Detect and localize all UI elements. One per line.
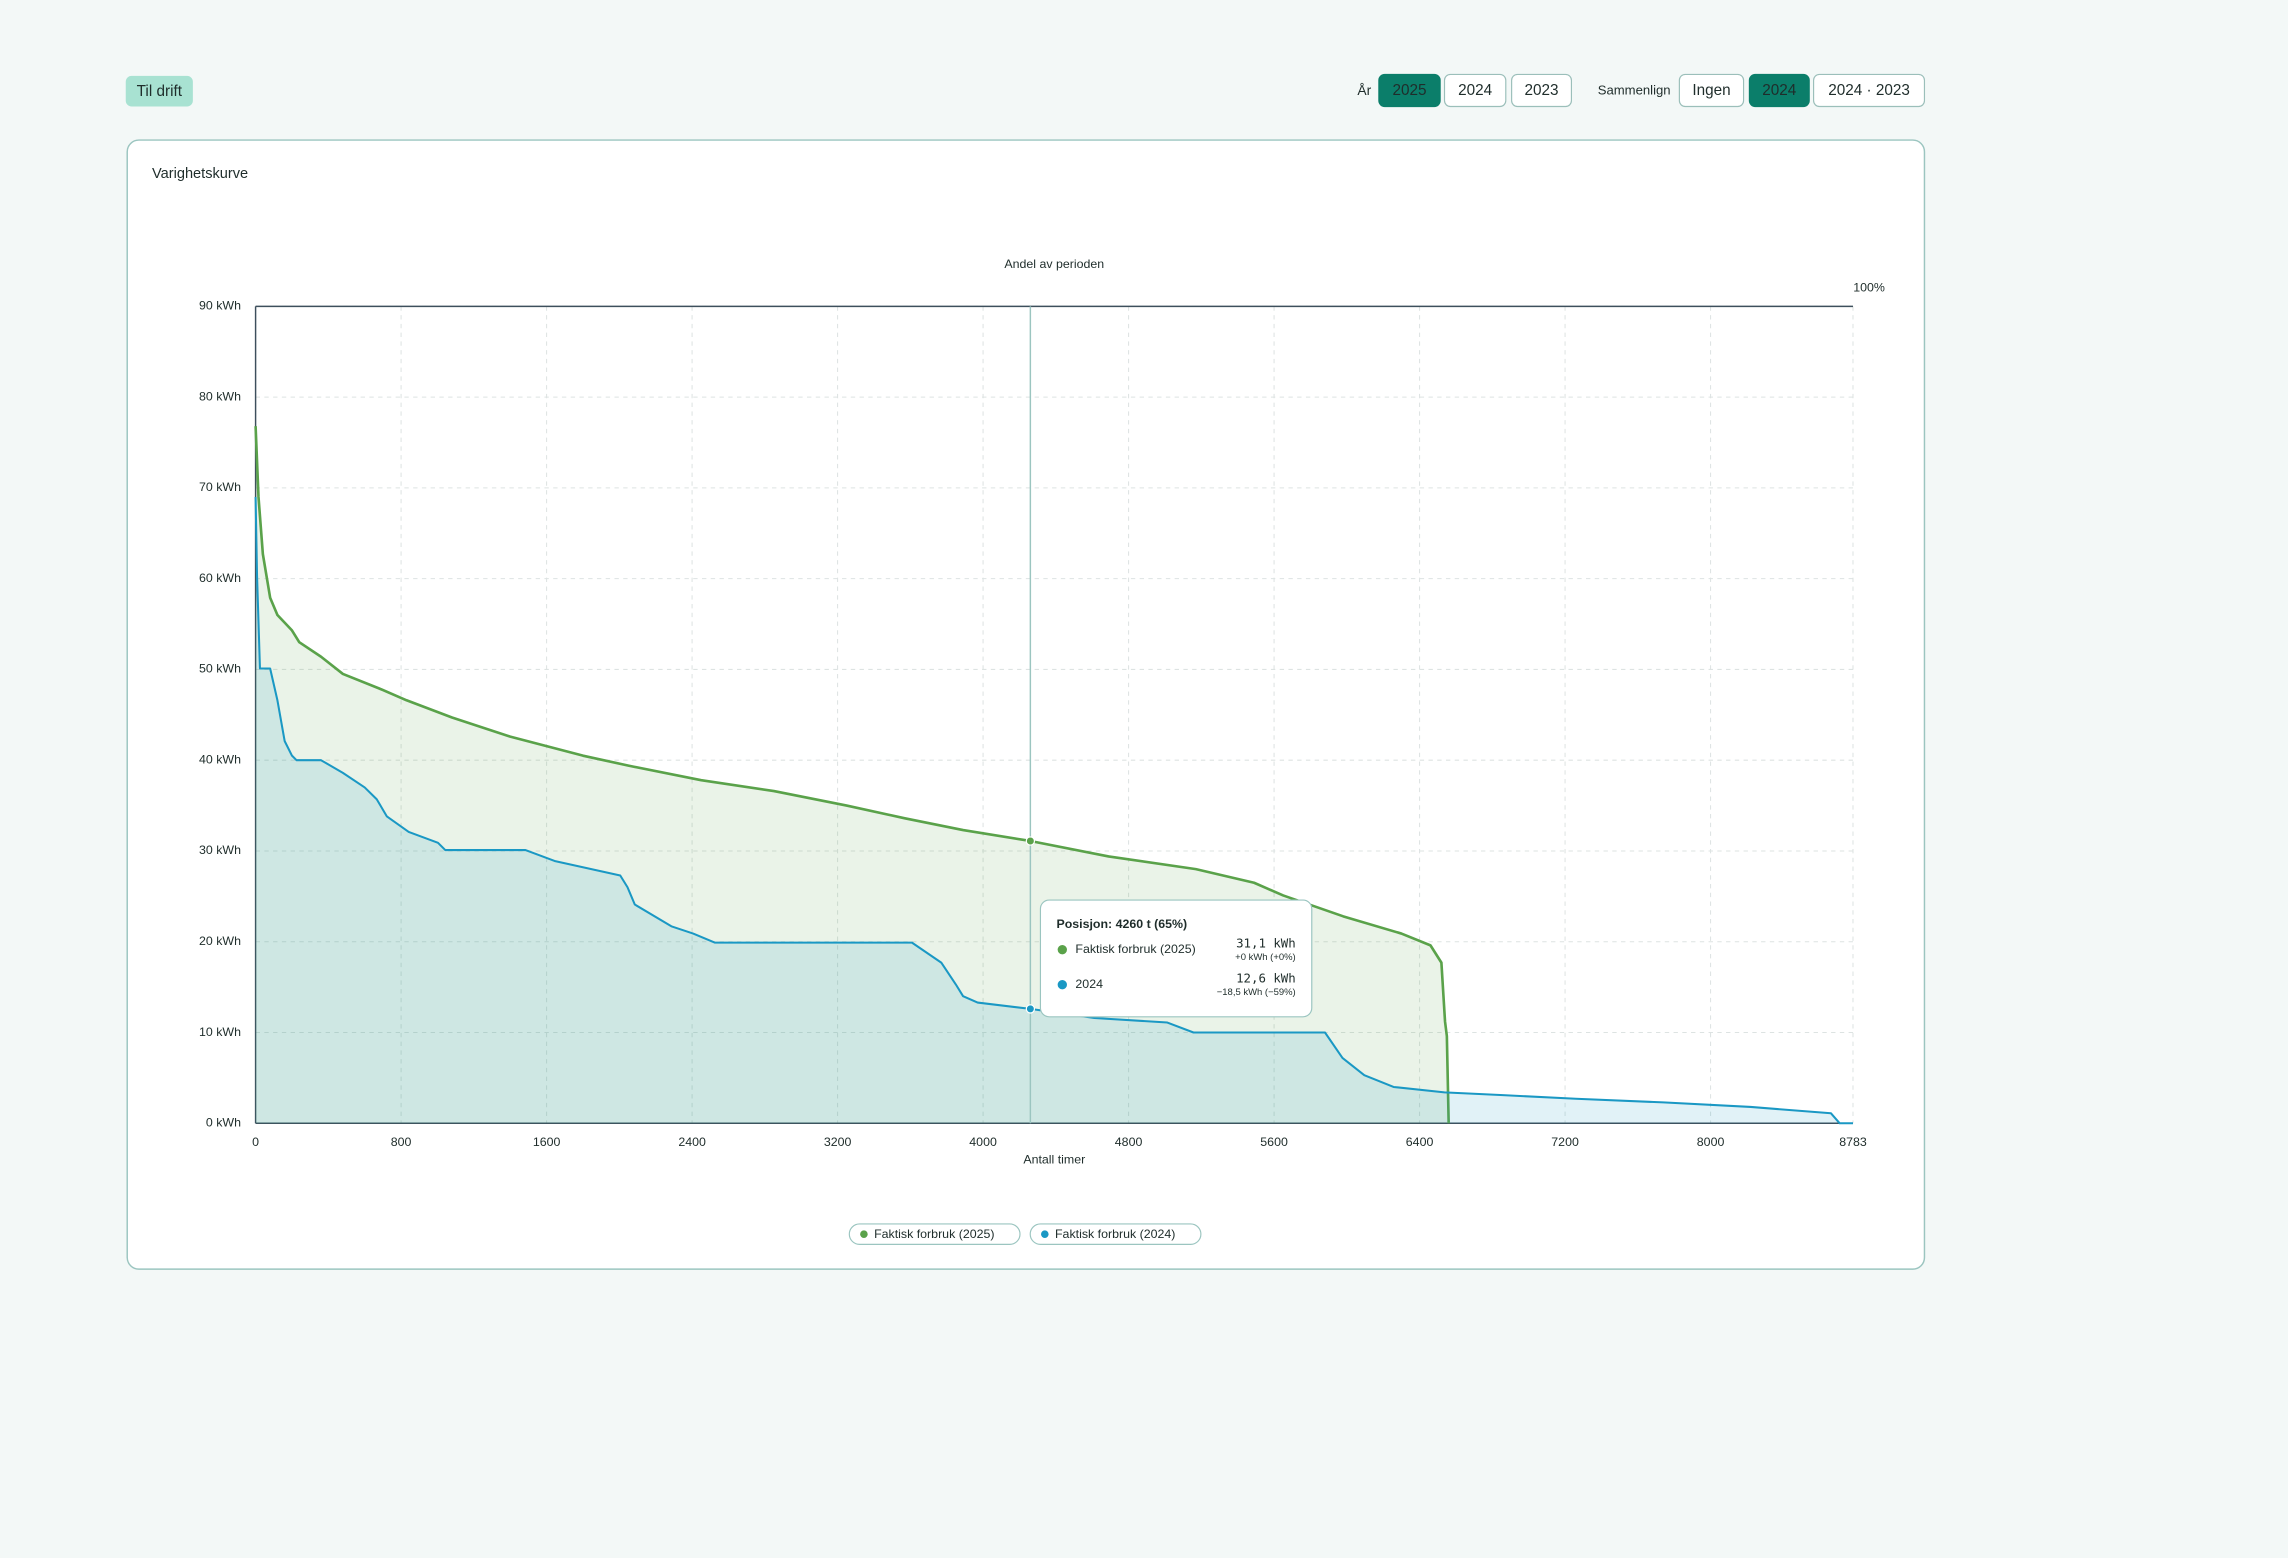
tooltip: Posisjon: 4260 t (65%) Faktisk forbruk (2… [1039,899,1313,1018]
compare-button-label: 2024 [1762,82,1797,99]
year-button-label: 2025 [1392,82,1426,99]
tooltip-dot [1057,980,1067,990]
compare-button-label: 2024 · 2023 [1828,82,1910,99]
legend-dot [1041,1230,1049,1238]
year-button[interactable]: 2025 [1378,73,1441,108]
tooltip-dot [1057,945,1067,955]
cursor-point [1025,836,1036,846]
y-tick-label: 70 kWh [199,480,241,494]
series-area [255,496,1853,1124]
year-label: År [1357,82,1371,98]
tooltip-value: 12,6 kWh [1236,970,1296,985]
year-button[interactable]: 2024 [1443,73,1507,108]
legend-item[interactable]: Faktisk forbruk (2025) [848,1223,1021,1245]
compare-button[interactable]: Ingen [1678,73,1745,108]
year-button[interactable]: 2023 [1511,73,1573,108]
back-button-bg [125,75,193,107]
y-tick-label: 30 kWh [199,843,241,857]
compare-label: Sammenlign [1598,83,1671,98]
y-tick-label: 0 kWh [206,1116,241,1130]
legend-item[interactable]: Faktisk forbruk (2024) [1029,1223,1202,1245]
y-tick-label: 20 kWh [199,934,241,948]
x-tick-label: 7200 [1551,1135,1579,1149]
year-button-label: 2023 [1525,82,1559,99]
compare-button-bg [1748,73,1810,108]
y-tick-label: 80 kWh [199,389,241,403]
x-axis-label: Antall timer [1023,1153,1085,1167]
tooltip-delta: −18,5 kWh (−59%) [1217,987,1296,998]
year-button-bg [1378,73,1441,108]
tooltip-name: 2024 [1075,977,1103,991]
tooltip-value: 31,1 kWh [1236,935,1296,950]
legend-label: Faktisk forbruk (2024) [1055,1227,1175,1241]
tooltip-name: Faktisk forbruk (2025) [1075,942,1195,956]
y-tick-label: 60 kWh [199,571,241,585]
compare-button-bg [1813,73,1926,108]
chart-title: Varighetskurve [152,166,248,182]
compare-button[interactable]: 2024 · 2023 [1813,73,1926,108]
y-tick-label: 50 kWh [199,662,241,676]
x-tick-label: 4800 [1115,1135,1143,1149]
tooltip-box [1039,899,1313,1018]
x-tick-label: 800 [391,1135,412,1149]
top-axis-label: Andel av perioden [1004,257,1104,271]
x-tick-label: 1600 [533,1135,561,1149]
card [126,139,1926,1270]
legend-pill [1029,1223,1202,1245]
back-button[interactable]: Til drift [125,75,193,107]
x-tick-label: 0 [252,1135,259,1149]
cursor-point [1025,1004,1036,1014]
tooltip-title: Posisjon: 4260 t (65%) [1056,917,1187,931]
legend-pill [848,1223,1021,1245]
top-axis-end-label: 100% [1853,280,1885,294]
y-tick-label: 40 kWh [199,752,241,766]
year-button-bg [1443,73,1507,108]
year-button-bg [1511,73,1573,108]
compare-button-label: Ingen [1692,82,1730,99]
x-tick-label: 2400 [678,1135,706,1149]
x-tick-label: 4000 [969,1135,997,1149]
x-tick-label: 5600 [1260,1135,1288,1149]
legend-dot [860,1230,868,1238]
legend-label: Faktisk forbruk (2025) [874,1227,994,1241]
x-tick-label: 8000 [1697,1135,1725,1149]
back-button-label: Til drift [137,83,183,100]
tooltip-delta: +0 kWh (+0%) [1235,952,1296,963]
series-line [254,426,1450,1124]
y-tick-label: 90 kWh [199,299,241,313]
compare-button[interactable]: 2024 [1748,73,1810,108]
year-button-label: 2024 [1458,82,1493,99]
compare-button-bg [1678,73,1745,108]
x-tick-label: 6400 [1406,1135,1434,1149]
y-tick-label: 10 kWh [199,1025,241,1039]
x-tick-label: 8783 [1839,1135,1867,1149]
x-tick-label: 3200 [824,1135,852,1149]
series-line [254,496,1853,1125]
